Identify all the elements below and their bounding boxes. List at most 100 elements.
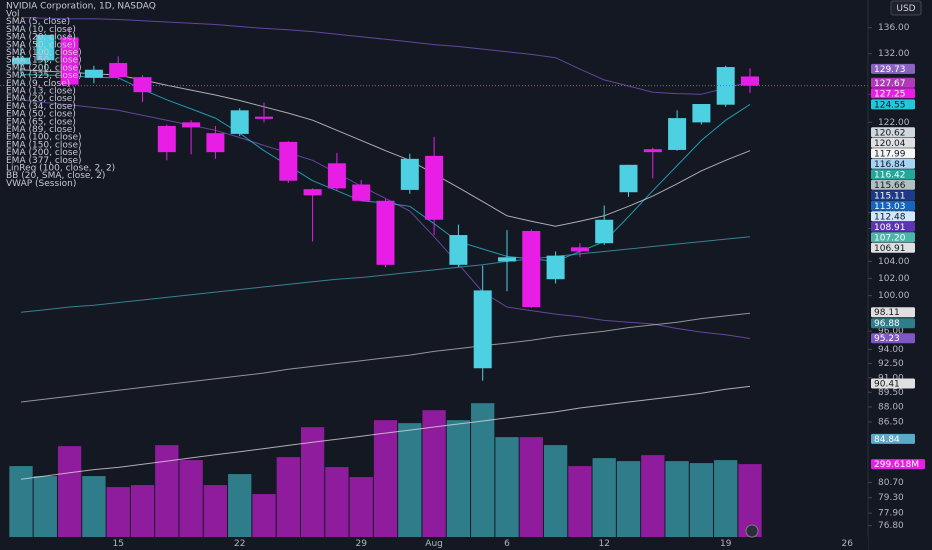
legend-entry: EMA (50, close) (6, 110, 76, 120)
y-tick-label: 94.00 (878, 345, 904, 355)
y-tick-label: 100.00 (878, 291, 910, 301)
y-tick-label: 77.90 (878, 509, 904, 519)
candle-body (570, 247, 589, 252)
candle-body (182, 122, 201, 128)
legend-entry: Vol (6, 10, 19, 20)
volume-bar (568, 466, 592, 537)
x-tick-label: 15 (112, 539, 123, 549)
volume-bar (422, 410, 446, 537)
settings-icon[interactable] (745, 524, 759, 538)
y-tick-label: 76.80 (878, 521, 904, 531)
volume-bar (33, 476, 57, 537)
y-tick-label: 79.30 (878, 493, 904, 503)
legend-entry: SMA (100, close) (6, 48, 82, 58)
volume-bar (519, 437, 543, 537)
candle-body (36, 34, 55, 61)
volume-bar (252, 494, 276, 537)
price-badge (871, 148, 915, 159)
legend-entry: BB (20, SMA, close, 2) (6, 171, 105, 181)
price-badge-label: 127.67 (874, 79, 906, 89)
price-badge-label: 107.20 (874, 233, 906, 243)
volume-bar (179, 460, 203, 537)
y-tick-label: 89.50 (878, 388, 904, 398)
y-tick-label: 80.70 (878, 478, 904, 488)
price-badge-label: 127.25 (874, 89, 906, 99)
price-badge (871, 221, 915, 232)
legend-entry: EMA (34, close) (6, 102, 76, 112)
y-tick-label: 86.50 (878, 417, 904, 427)
legend-entry: SMA (5, close) (6, 17, 70, 27)
candle-body (279, 141, 298, 181)
candle-body (498, 257, 516, 262)
volume-bar (714, 460, 738, 537)
volume-bar (228, 474, 252, 537)
price-badge (871, 88, 915, 99)
currency: USD (896, 4, 915, 14)
price-badge (871, 99, 915, 110)
candle-body (352, 184, 371, 201)
volume-bar (203, 485, 228, 537)
candle-body (230, 110, 249, 134)
candle-body (60, 37, 79, 85)
plot-area (0, 17, 868, 537)
y-tick-label: 102.00 (878, 274, 910, 284)
price-badge-label: 116.42 (874, 170, 906, 180)
price-badge (871, 211, 915, 222)
time-axis-panel (0, 537, 868, 550)
price-badge (871, 77, 915, 88)
volume-bar (543, 445, 568, 537)
candle-body (84, 69, 103, 78)
x-tick-label: 26 (841, 539, 853, 549)
volume-bar (373, 420, 398, 537)
candle-body (157, 125, 176, 153)
volume-bar (325, 467, 349, 537)
price-badge-label: 129.73 (874, 65, 906, 75)
candle-body (425, 155, 444, 220)
x-tick-label: 19 (720, 539, 732, 549)
volume-bar (616, 461, 641, 537)
currency-box[interactable] (890, 0, 922, 16)
legend-entry: EMA (89, close) (6, 125, 76, 135)
price-badge-label: 124.55 (874, 100, 906, 110)
indicator-line (20, 385, 751, 480)
price-badge-label: 113.03 (874, 202, 906, 212)
price-badge-label: 90.41 (874, 379, 900, 389)
x-tick-label: 29 (355, 539, 367, 549)
y-tick-label: 136.00 (878, 23, 910, 33)
candle-body (376, 200, 395, 265)
y-tick-label: 132.00 (878, 49, 910, 59)
volume-bar (155, 445, 179, 537)
legend-entry: EMA (100, close) (6, 133, 82, 143)
price-badge (871, 190, 915, 201)
legend-entry: EMA (20, close) (6, 94, 76, 104)
price-badge (871, 242, 915, 253)
legend-entry: SMA (20, close) (6, 33, 76, 43)
candle-body (619, 164, 638, 193)
candle-body (400, 158, 419, 190)
y-tick-label: 104.00 (878, 257, 910, 267)
candle-body (206, 133, 225, 153)
candle-body (133, 77, 152, 93)
legend-entry: EMA (377, close) (6, 156, 82, 166)
price-badge (871, 307, 915, 318)
volume-bar (641, 455, 665, 537)
candle-body (741, 76, 759, 86)
x-tick-label: Aug (425, 539, 443, 549)
volume-bar (495, 437, 519, 537)
price-badge (871, 318, 915, 329)
candle-body (546, 255, 565, 280)
legend-entry: SMA (50, close) (6, 40, 76, 50)
volume-bar (130, 485, 155, 537)
price-badge-label: 98.11 (874, 308, 900, 318)
price-badge (871, 137, 915, 148)
volume-bar (738, 464, 762, 537)
volume-bar (471, 403, 495, 537)
legend-entry: SMA (325, close) (6, 71, 82, 81)
price-badge (871, 127, 915, 138)
candle-body (595, 219, 614, 244)
price-badge (871, 63, 915, 74)
legend-entry: SMA (150, close) (6, 56, 82, 66)
price-badge (871, 232, 915, 243)
y-tick-label: 96.00 (878, 327, 904, 337)
